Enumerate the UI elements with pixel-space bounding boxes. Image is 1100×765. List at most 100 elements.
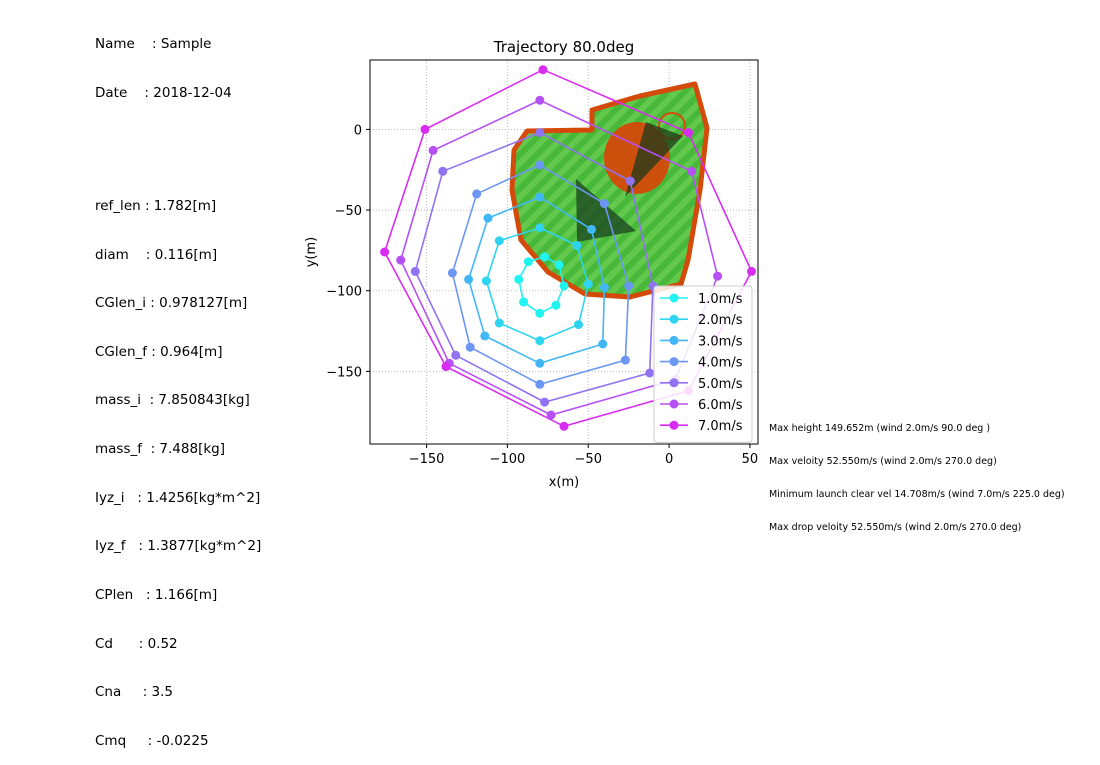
- data-point: [598, 339, 608, 349]
- data-point: [587, 224, 596, 234]
- data-point: [551, 300, 561, 310]
- data-point: [625, 176, 635, 186]
- legend-marker: [669, 335, 679, 345]
- y-axis-label: y(m): [304, 237, 319, 268]
- data-point: [559, 281, 569, 291]
- legend-marker: [669, 378, 679, 388]
- data-point: [645, 368, 655, 378]
- data-point: [465, 342, 475, 352]
- name-line: Name : Sample: [95, 36, 212, 53]
- data-point: [481, 276, 491, 286]
- param-line: diam : 0.116[m]: [95, 246, 218, 263]
- data-point: [684, 128, 693, 138]
- data-point: [624, 281, 634, 291]
- chart-title: Trajectory 80.0deg: [493, 38, 635, 56]
- legend-marker: [669, 357, 679, 367]
- y-tick-label: −150: [326, 365, 362, 380]
- series: [380, 65, 756, 431]
- data-point: [574, 320, 583, 330]
- data-point: [546, 410, 556, 420]
- data-point: [451, 350, 461, 360]
- data-point: [599, 199, 609, 209]
- legend-label: 6.0m/s: [698, 398, 743, 413]
- data-point: [420, 124, 430, 134]
- stat-line: Max height 149.652m (wind 2.0m/s 90.0 de…: [769, 423, 991, 434]
- x-tick-label: −100: [490, 452, 526, 467]
- legend-marker: [669, 399, 679, 409]
- data-point: [599, 283, 609, 292]
- plot-frame: [369, 59, 759, 445]
- data-point: [535, 358, 545, 368]
- data-point: [538, 65, 548, 75]
- data-point: [559, 421, 569, 431]
- data-point: [687, 166, 697, 176]
- data-point: [523, 257, 533, 267]
- map-overlay: [509, 81, 710, 300]
- param-line: Cd : 0.52: [95, 635, 178, 652]
- data-point: [410, 266, 420, 276]
- data-point: [472, 189, 482, 199]
- data-point: [535, 95, 545, 105]
- data-point: [438, 166, 448, 176]
- data-point: [554, 260, 564, 270]
- axis-ticks: −150 −100 −50 0 50 0 −50 −100 −150: [326, 123, 758, 467]
- date-line: Date : 2018-12-04: [95, 85, 232, 102]
- x-tick-label: 50: [742, 452, 759, 467]
- x-axis-label: x(m): [549, 475, 580, 490]
- legend-label: 2.0m/s: [698, 313, 743, 328]
- data-point: [535, 128, 545, 138]
- y-tick-label: −100: [326, 285, 362, 300]
- data-point: [519, 297, 529, 307]
- data-point: [494, 318, 504, 328]
- data-point: [396, 255, 406, 265]
- param-line: Iyz_f : 1.3877[kg*m^2]: [95, 538, 262, 555]
- param-line: Cna : 3.5: [95, 684, 174, 701]
- data-point: [583, 279, 593, 289]
- safety-cone-small: [625, 122, 683, 197]
- legend-label: 7.0m/s: [698, 419, 743, 434]
- stat-line: Max veloity 52.550m/s (wind 2.0m/s 270.0…: [769, 456, 997, 467]
- param-line: mass_i : 7.850843[kg]: [95, 392, 250, 409]
- data-point: [514, 274, 524, 284]
- legend-marker: [669, 420, 679, 430]
- param-line: CGlen_f : 0.964[m]: [95, 343, 223, 360]
- y-tick-label: 0: [354, 123, 362, 138]
- data-point: [535, 192, 545, 202]
- data-point: [494, 236, 504, 246]
- legend-label: 4.0m/s: [698, 356, 743, 371]
- param-line: ref_len : 1.782[m]: [95, 198, 217, 215]
- data-point: [428, 145, 438, 155]
- data-point: [713, 271, 723, 281]
- legend-marker: [669, 293, 679, 303]
- y-tick-label: −50: [335, 204, 362, 219]
- trajectory-chart: Trajectory 80.0deg −150 −100 −50 0 50 0 −50 −10…: [304, 38, 759, 490]
- data-point: [380, 247, 390, 257]
- stat-line: Max drop veloity 52.550m/s (wind 2.0m/s …: [769, 522, 1022, 533]
- data-point: [441, 362, 451, 372]
- data-point: [620, 355, 630, 365]
- data-point: [535, 308, 545, 318]
- param-line: CPlen : 1.166[m]: [95, 586, 218, 603]
- legend-label: 3.0m/s: [698, 334, 743, 349]
- x-tick-label: −50: [575, 452, 602, 467]
- data-point: [747, 266, 756, 276]
- data-point: [535, 336, 545, 346]
- landing-zone-region: [509, 81, 710, 300]
- data-point: [572, 241, 582, 250]
- data-point: [480, 331, 490, 341]
- data-point: [483, 213, 493, 223]
- data-point: [535, 379, 545, 389]
- legend-label: 1.0m/s: [698, 292, 743, 307]
- legend-label: 5.0m/s: [698, 377, 743, 392]
- data-point: [535, 223, 545, 233]
- data-point: [464, 274, 474, 284]
- legend-marker: [669, 314, 679, 324]
- x-tick-label: −150: [409, 452, 445, 467]
- param-line: Cmq : -0.0225: [95, 732, 209, 749]
- legend: 1.0m/s 2.0m/s 3.0m/s 4.0m/s 5.0m/s 6.0m/s 7.0m…: [653, 285, 753, 443]
- stat-line: Minimum launch clear vel 14.708m/s (wind…: [769, 489, 1065, 500]
- data-point: [535, 160, 545, 170]
- param-line: CGlen_i : 0.978127[m]: [95, 295, 248, 312]
- param-line: mass_f : 7.488[kg]: [95, 441, 225, 458]
- x-tick-label: 0: [665, 452, 673, 467]
